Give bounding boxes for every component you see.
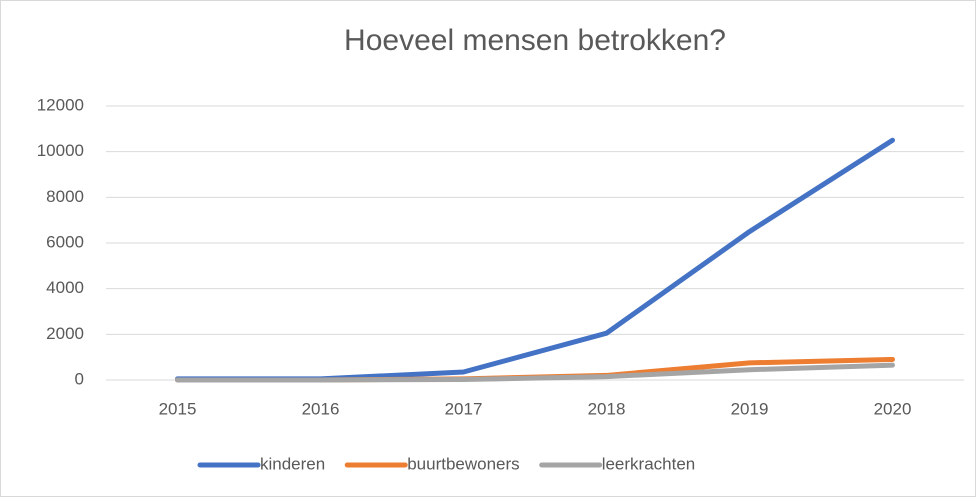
- legend-label: buurtbewoners: [407, 454, 519, 473]
- series-line: [175, 362, 895, 383]
- y-tick-label: 12000: [37, 95, 84, 114]
- y-tick-label: 6000: [46, 232, 84, 251]
- x-tick-label: 2017: [445, 399, 483, 418]
- y-tick-label: 0: [75, 369, 84, 388]
- x-tick-label: 2018: [588, 399, 626, 418]
- x-tick-label: 2019: [731, 399, 769, 418]
- legend-label: leerkrachten: [602, 454, 696, 473]
- legend-label: kinderen: [260, 454, 325, 473]
- y-tick-label: 10000: [37, 141, 84, 160]
- y-tick-label: 8000: [46, 187, 84, 206]
- y-tick-label: 4000: [46, 278, 84, 297]
- x-tick-label: 2016: [302, 399, 340, 418]
- chart-title: Hoeveel mensen betrokken?: [344, 24, 726, 57]
- x-tick-label: 2015: [159, 399, 197, 418]
- x-tick-label: 2020: [874, 399, 912, 418]
- y-tick-label: 2000: [46, 324, 84, 343]
